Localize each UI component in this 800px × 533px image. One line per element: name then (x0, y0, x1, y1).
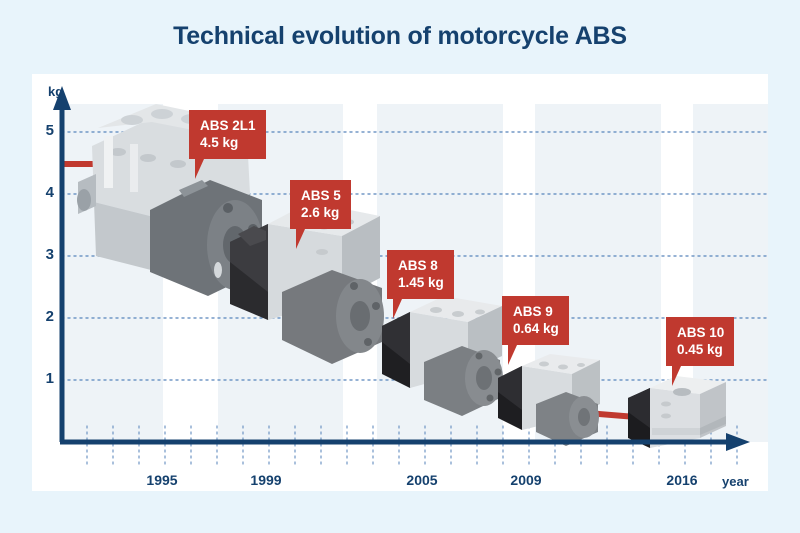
x-axis (60, 433, 750, 451)
callout-abs-9-weight: 0.64 kg (513, 321, 559, 336)
callout-abs-2l1: ABS 2L1 4.5 kg (189, 110, 266, 179)
abs-unit-8 (382, 296, 503, 416)
callout-abs-8: ABS 8 1.45 kg (387, 250, 454, 319)
abs-unit-10 (628, 376, 726, 448)
y-axis (53, 86, 71, 442)
callout-abs-8-weight: 1.45 kg (398, 275, 444, 290)
y-tick-4: 4 (45, 184, 54, 201)
abs-unit-5 (230, 202, 384, 364)
x-tick-2005: 2005 (406, 472, 438, 488)
y-tick-2: 2 (45, 308, 54, 325)
gridlines-horizontal (61, 131, 768, 381)
x-tick-2009: 2009 (510, 472, 542, 488)
callout-abs-2l1-name: ABS 2L1 (200, 118, 256, 133)
x-axis-unit-label: year (722, 474, 749, 489)
page-title: Technical evolution of motorcycle ABS (173, 22, 627, 50)
chart-svg (53, 86, 768, 467)
chart-card: kg year 5 4 3 2 1 1995 1999 2005 2009 20… (32, 74, 768, 491)
callout-abs-5: ABS 5 2.6 kg (290, 180, 351, 249)
callout-abs-8-name: ABS 8 (398, 258, 438, 273)
callout-tail-icon (195, 159, 213, 179)
abs-unit-9 (498, 354, 600, 446)
callout-tail-icon (393, 299, 411, 319)
y-tick-3: 3 (45, 246, 54, 263)
callout-abs-9: ABS 9 0.64 kg (502, 296, 569, 365)
callout-abs-5-name: ABS 5 (301, 188, 341, 203)
callout-abs-10-name: ABS 10 (677, 325, 725, 340)
callout-abs-10: ABS 10 0.45 kg (666, 317, 735, 386)
chart-plot-area: kg year 5 4 3 2 1 1995 1999 2005 2009 20… (32, 74, 768, 491)
x-tick-1995: 1995 (146, 472, 178, 488)
callout-tail-icon (296, 229, 314, 249)
y-tick-1: 1 (45, 370, 54, 387)
callout-tail-icon (672, 366, 690, 386)
y-tick-5: 5 (45, 122, 54, 139)
y-axis-unit-label: kg (48, 84, 64, 99)
x-tick-1999: 1999 (250, 472, 282, 488)
callout-abs-10-weight: 0.45 kg (677, 342, 723, 357)
callout-abs-5-weight: 2.6 kg (301, 205, 340, 220)
callout-abs-9-name: ABS 9 (513, 304, 553, 319)
callout-tail-icon (508, 345, 526, 365)
callout-abs-2l1-weight: 4.5 kg (200, 135, 239, 150)
x-tick-2016: 2016 (666, 472, 698, 488)
